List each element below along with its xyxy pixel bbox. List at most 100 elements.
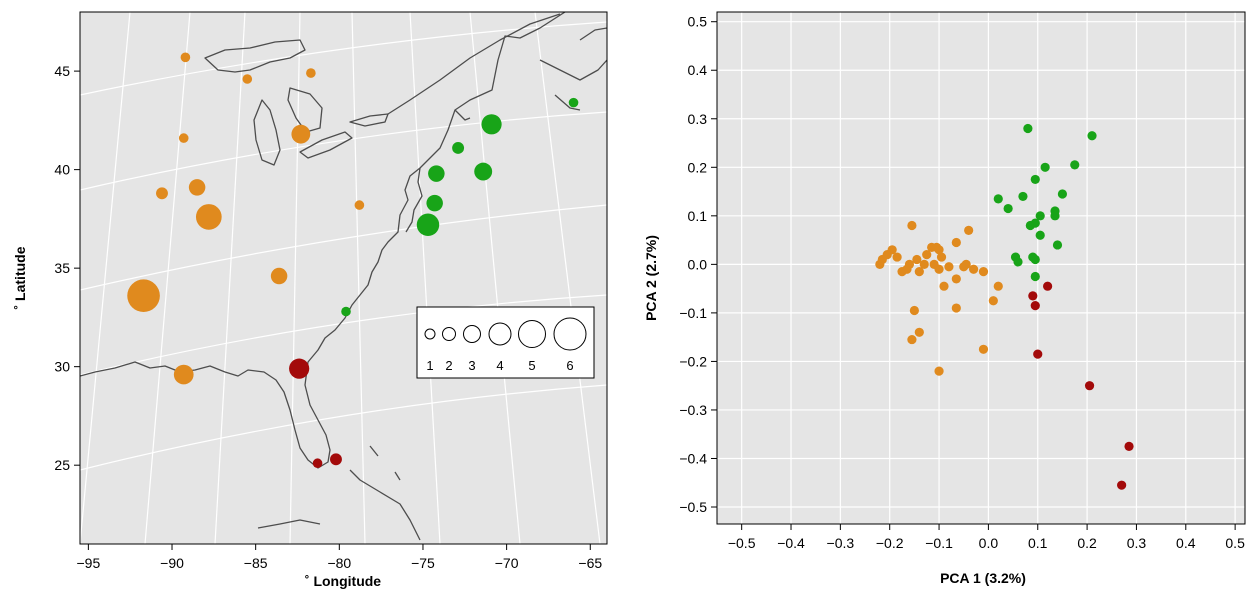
map-site-point <box>195 204 222 230</box>
coastlines <box>80 12 607 541</box>
map-x-tick-label: −95 <box>76 555 100 571</box>
pca-sample-point <box>887 245 897 255</box>
pca-x-tick-label: −0.4 <box>777 535 805 551</box>
map-site-point <box>188 179 206 196</box>
pca-sample-point <box>1023 123 1033 134</box>
pca-sample-point <box>993 281 1003 291</box>
pca-y-tick-label: 0.0 <box>688 256 708 272</box>
pca-sample-point <box>951 303 961 313</box>
map-y-axis-label: ˚ Latitude <box>12 246 28 309</box>
pca-sample-point <box>1043 281 1053 291</box>
pca-sample-point <box>1057 189 1068 199</box>
legend-circle-5 <box>518 320 546 348</box>
pca-x-axis-label: PCA 1 (3.2%) <box>940 570 1026 586</box>
map-site-point <box>156 187 168 200</box>
pca-sample-point <box>1117 480 1127 490</box>
pca-sample-point <box>1033 349 1043 359</box>
map-x-tick-label: −80 <box>327 555 351 571</box>
pca-y-tick-label: −0.2 <box>679 353 707 369</box>
map-site-point <box>289 358 310 379</box>
map-x-tick-label: −70 <box>495 555 519 571</box>
pca-sample-point <box>993 194 1003 204</box>
map-site-point <box>306 68 316 78</box>
map-site-point <box>178 133 189 143</box>
pca-sample-point <box>1035 211 1045 221</box>
map-site-point <box>481 114 502 135</box>
pca-sample-point <box>1030 301 1040 311</box>
pca-axes: −0.5 −0.4 −0.3 −0.2 −0.1 0.0 0.1 0.2 0.3 0.4 0.5 0.… <box>679 14 1245 551</box>
legend-label-5: 5 <box>528 358 535 373</box>
map-y-tick-label: 45 <box>54 63 70 79</box>
pca-points <box>875 123 1134 490</box>
map-y-tick-label: 35 <box>54 260 70 276</box>
pca-sample-point <box>951 274 961 284</box>
map-site-point <box>291 124 311 144</box>
pca-x-tick-label: 0.4 <box>1176 535 1196 551</box>
map-y-tick-label: 30 <box>54 359 70 375</box>
map-site-point <box>173 364 194 385</box>
pca-sample-point <box>1084 381 1095 391</box>
pca-y-axis-label: PCA 2 (2.7%) <box>643 235 659 321</box>
map-site-point <box>312 458 323 469</box>
pca-sample-point <box>912 254 922 265</box>
legend-label-1: 1 <box>426 358 433 373</box>
pca-sample-point <box>951 237 961 248</box>
pca-sample-point <box>892 252 902 262</box>
pca-x-tick-label: 0.1 <box>1028 535 1048 551</box>
pca-sample-point <box>1050 211 1060 221</box>
map-site-point <box>568 97 579 108</box>
pca-x-tick-label: −0.2 <box>876 535 904 551</box>
pca-y-tick-label: 0.4 <box>688 62 708 78</box>
map-site-point <box>180 52 191 63</box>
pca-sample-point <box>944 262 954 272</box>
size-legend: 1 2 3 4 5 6 <box>416 306 595 379</box>
pca-sample-point <box>936 252 947 262</box>
map-site-point <box>416 213 440 237</box>
pca-y-tick-label: −0.5 <box>679 499 707 515</box>
legend-circle-4 <box>488 322 512 346</box>
pca-panel: −0.5 −0.4 −0.3 −0.2 −0.1 0.0 0.1 0.2 0.3 0.4 0.5 0.… <box>643 11 1246 586</box>
pca-x-tick-label: 0.2 <box>1077 535 1097 551</box>
pca-x-tick-label: −0.5 <box>728 535 756 551</box>
map-site-point <box>270 267 288 285</box>
pca-sample-point <box>939 281 949 291</box>
pca-grid <box>717 12 1245 524</box>
map-x-tick-label: −90 <box>160 555 184 571</box>
pca-sample-point <box>1052 240 1063 250</box>
pca-sample-point <box>1040 162 1050 172</box>
map-graticule <box>80 12 607 544</box>
pca-sample-point <box>934 245 944 255</box>
pca-y-tick-label: −0.4 <box>679 450 707 466</box>
pca-frame <box>716 11 1246 525</box>
map-site-point <box>474 162 493 181</box>
map-y-tick-label: 25 <box>54 457 70 473</box>
pca-sample-point <box>907 220 917 231</box>
pca-sample-point <box>1028 291 1038 301</box>
map-site-point <box>452 142 465 154</box>
pca-sample-point <box>1003 203 1013 214</box>
map-y-tick-label: 40 <box>54 162 70 178</box>
map-site-point <box>354 200 365 210</box>
map-x-tick-label: −65 <box>578 555 602 571</box>
pca-sample-point <box>919 259 929 269</box>
map-site-point <box>428 165 445 182</box>
pca-sample-point <box>1124 441 1134 451</box>
pca-y-tick-label: 0.1 <box>688 208 708 224</box>
pca-sample-point <box>904 259 915 269</box>
pca-y-tick-label: 0.2 <box>688 159 708 175</box>
pca-sample-point <box>909 305 919 316</box>
legend-label-4: 4 <box>496 358 503 373</box>
pca-sample-point <box>1030 218 1040 228</box>
pca-sample-point <box>1087 131 1097 141</box>
map-x-axis-label: ˚ Longitude <box>305 573 381 589</box>
pca-x-tick-label: 0.3 <box>1127 535 1147 551</box>
legend-circle-6 <box>553 317 587 351</box>
legend-label-2: 2 <box>445 358 452 373</box>
map-site-point <box>127 279 160 313</box>
map-background <box>80 12 607 544</box>
pca-sample-point <box>1030 254 1040 265</box>
pca-y-tick-label: 0.3 <box>688 111 708 127</box>
pca-sample-point <box>988 296 998 306</box>
